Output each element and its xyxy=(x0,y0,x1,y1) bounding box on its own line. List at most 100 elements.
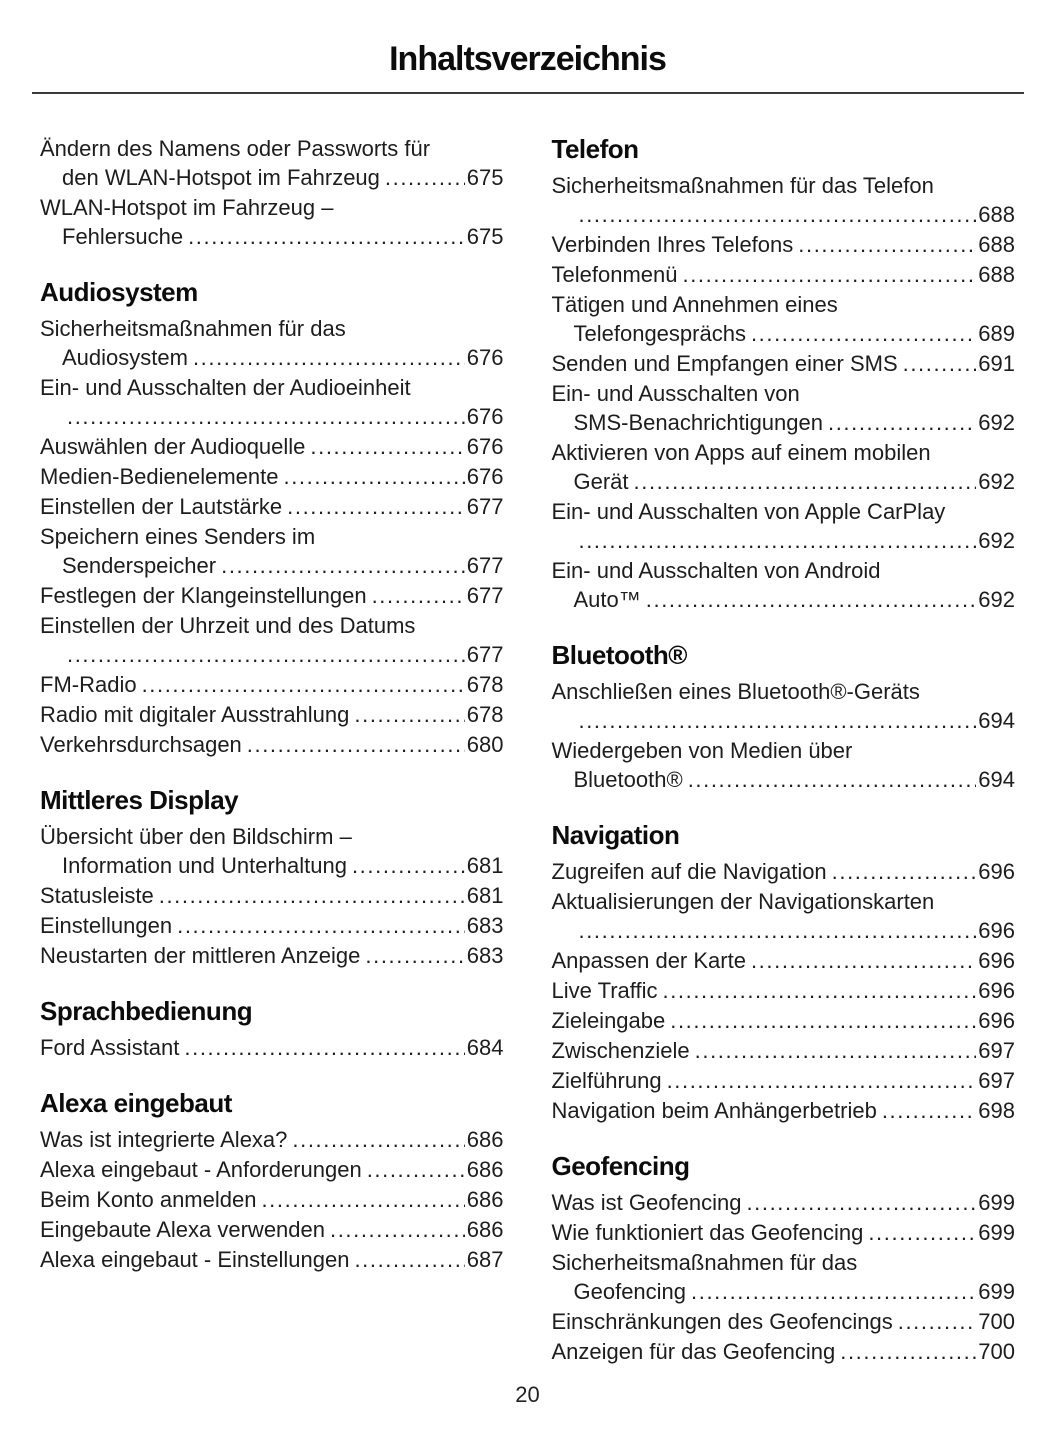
dot-leader xyxy=(868,1218,976,1247)
toc-entry-text: Verkehrsdurchsagen xyxy=(40,732,242,757)
toc-entry: Wiedergeben von Medien über Bluetooth® 694 xyxy=(552,736,1016,794)
toc-entry: Anschließen eines Bluetooth®-Geräts 694 xyxy=(552,677,1016,735)
dot-leader xyxy=(646,585,977,614)
toc-entry-text: Audiosystem xyxy=(62,345,188,370)
page-ref: 691 xyxy=(978,351,1015,376)
toc-entry-text: Neustarten der mittleren Anzeige xyxy=(40,943,361,968)
page-ref: 677 xyxy=(466,494,504,519)
toc-entry-text: Zwischenziele xyxy=(551,1038,690,1063)
toc-entry-text: Eingebaute Alexa verwenden xyxy=(40,1217,325,1242)
dot-leader xyxy=(372,581,465,610)
toc-entry: Übersicht über den Bildschirm – Informati… xyxy=(40,822,504,880)
toc-entry: Anzeigen für das Geofencing 700 xyxy=(552,1337,1016,1366)
dot-leader xyxy=(579,526,977,555)
toc-entry-text: Speichern eines Senders im xyxy=(40,524,316,549)
dot-leader xyxy=(354,1245,464,1274)
toc-entry: Was ist integrierte Alexa? 686 xyxy=(40,1125,504,1154)
toc-entry-text: Medien-Bedienelemente xyxy=(40,464,279,489)
toc-entry: Ein- und Ausschalten von Apple CarPlay 69… xyxy=(552,497,1016,555)
toc-entry-text: Übersicht über den Bildschirm – xyxy=(40,824,352,849)
page-ref: 696 xyxy=(978,948,1015,973)
page-ref: 694 xyxy=(978,767,1015,792)
dot-leader xyxy=(634,467,977,496)
toc-entry-text: WLAN-Hotspot im Fahrzeug – xyxy=(40,195,334,220)
toc-entry-text: Information und Unterhaltung xyxy=(62,853,347,878)
dot-leader xyxy=(354,700,464,729)
dot-leader xyxy=(188,222,465,251)
toc-entry: Telefonmenü 688 xyxy=(552,260,1016,289)
page-ref: 676 xyxy=(466,345,504,370)
dot-leader xyxy=(184,1033,464,1062)
toc-entry: Sicherheitsmaßnahmen für das Telefon 688 xyxy=(552,171,1016,229)
toc-entry-text: Anzeigen für das Geofencing xyxy=(551,1339,836,1364)
dot-leader xyxy=(898,1307,977,1336)
toc-entry: Einschränkungen des Geofencings 700 xyxy=(552,1307,1016,1336)
toc-entry-text: Einstellen der Lautstärke xyxy=(40,494,283,519)
toc-entry-text: Geofencing xyxy=(573,1279,687,1304)
toc-entry: Verbinden Ihres Telefons 688 xyxy=(552,230,1016,259)
page-ref: 699 xyxy=(978,1190,1015,1215)
page-ref: 676 xyxy=(466,434,504,459)
page-ref: 692 xyxy=(978,469,1015,494)
toc-entry-text: Einstellen der Uhrzeit und des Datums xyxy=(40,613,416,638)
page-ref: 677 xyxy=(466,583,504,608)
toc-entry-text: Zieleingabe xyxy=(551,1008,666,1033)
toc-entry-text: Auto™ xyxy=(573,587,641,612)
toc-entry-text: Was ist integrierte Alexa? xyxy=(40,1127,288,1152)
dot-leader xyxy=(667,1066,977,1095)
toc-entry: Tätigen und Annehmen eines Telefongespräc… xyxy=(552,290,1016,348)
toc-entry-text: SMS-Benachrichtigungen xyxy=(573,410,823,435)
toc-entry: Sicherheitsmaßnahmen für das Audiosystem 6… xyxy=(40,314,504,372)
dot-leader xyxy=(193,343,465,372)
dot-leader xyxy=(292,1125,464,1154)
toc-columns: Ändern des Namens oder Passworts für den … xyxy=(0,94,1055,1367)
dot-leader xyxy=(367,1155,465,1184)
dot-leader xyxy=(365,941,464,970)
toc-entry-text: Wie funktioniert das Geofencing xyxy=(551,1220,864,1245)
dot-leader xyxy=(670,1006,976,1035)
toc-entry: WLAN-Hotspot im Fahrzeug – Fehlersuche 675 xyxy=(40,193,504,251)
section-heading: Geofencing xyxy=(551,1151,691,1181)
toc-entry-text: Navigation beim Anhängerbetrieb xyxy=(551,1098,877,1123)
page-ref: 686 xyxy=(466,1217,504,1242)
toc-entry-text: den WLAN-Hotspot im Fahrzeug xyxy=(62,165,380,190)
dot-leader xyxy=(751,319,976,348)
dot-leader xyxy=(746,1188,976,1217)
dot-leader xyxy=(579,706,977,735)
toc-entry-text: Beim Konto anmelden xyxy=(40,1187,257,1212)
page-ref: 677 xyxy=(466,642,504,667)
dot-leader xyxy=(221,551,465,580)
toc-entry: Einstellungen 683 xyxy=(40,911,504,940)
toc-entry: Verkehrsdurchsagen 680 xyxy=(40,730,504,759)
toc-entry-text: Festlegen der Klangeinstellungen xyxy=(40,583,367,608)
toc-entry: Aktualisierungen der Navigationskarten 69… xyxy=(552,887,1016,945)
page-ref: 700 xyxy=(978,1309,1015,1334)
toc-entry-text: Ein- und Ausschalten der Audioeinheit xyxy=(40,375,411,400)
dot-leader xyxy=(247,730,465,759)
section-heading: Audiosystem xyxy=(40,277,198,307)
toc-entry: Aktivieren von Apps auf einem mobilen Ger… xyxy=(552,438,1016,496)
toc-entry: Zielführung 697 xyxy=(552,1066,1016,1095)
toc-entry: Einstellen der Lautstärke 677 xyxy=(40,492,504,521)
page-ref: 688 xyxy=(978,232,1015,257)
dot-leader xyxy=(828,408,976,437)
toc-entry: Festlegen der Klangeinstellungen 677 xyxy=(40,581,504,610)
toc-entry: Ein- und Ausschalten der Audioeinheit 676 xyxy=(40,373,504,431)
section-heading: Bluetooth® xyxy=(551,640,688,670)
page-ref: 677 xyxy=(466,553,504,578)
toc-entry: Beim Konto anmelden 686 xyxy=(40,1185,504,1214)
toc-entry-text: Anschließen eines Bluetooth®-Geräts xyxy=(551,679,920,704)
page-ref: 692 xyxy=(978,410,1015,435)
toc-entry-text: Alexa eingebaut - Einstellungen xyxy=(40,1247,350,1272)
section-heading: Telefon xyxy=(551,134,640,164)
toc-entry: Wie funktioniert das Geofencing 699 xyxy=(552,1218,1016,1247)
toc-entry-text: Ein- und Ausschalten von xyxy=(551,381,800,406)
dot-leader xyxy=(579,200,977,229)
toc-entry-text: Anpassen der Karte xyxy=(551,948,746,973)
toc-entry-text: Aktualisierungen der Navigationskarten xyxy=(551,889,935,914)
toc-entry-text: Ein- und Ausschalten von Apple CarPlay xyxy=(551,499,946,524)
toc-entry-text: Senden und Empfangen einer SMS xyxy=(551,351,898,376)
page-ref: 678 xyxy=(466,702,504,727)
page-ref: 686 xyxy=(466,1157,504,1182)
page-ref: 688 xyxy=(978,262,1015,287)
